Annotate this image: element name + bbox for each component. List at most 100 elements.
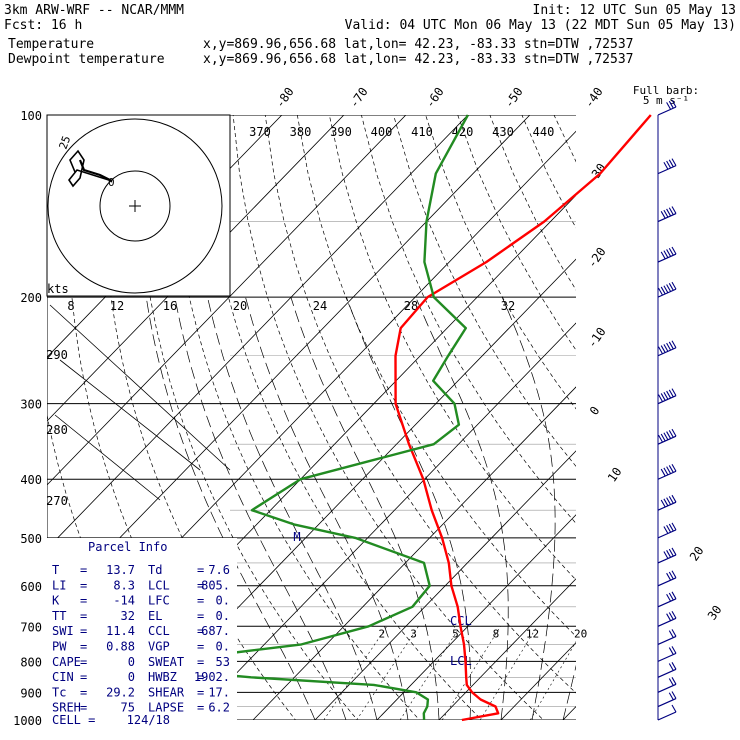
isotherm-label: -60	[423, 85, 447, 111]
parcel-key: Tc	[52, 685, 66, 699]
wind-barb	[657, 711, 677, 721]
wind-barb-flag	[668, 389, 674, 398]
isotherm-label: 10	[605, 465, 625, 485]
pressure-tick-label: 700	[20, 620, 42, 634]
wind-barb-flag	[671, 463, 677, 472]
isotherm-line	[252, 386, 576, 720]
wind-barb-flag	[663, 391, 669, 400]
wind-barb-flag	[671, 340, 677, 349]
dry-adiabat-line	[425, 115, 576, 410]
dry-adiabat-line	[650, 115, 740, 733]
isotherm-line	[47, 115, 531, 614]
isotherm-line	[314, 450, 576, 720]
isotherm-label: -40	[582, 85, 606, 111]
parcel-key: SWEAT	[148, 655, 184, 669]
mixing-ratio-label: 20	[574, 628, 587, 641]
wind-barb-flag	[666, 593, 672, 602]
wind-barb-flag	[660, 211, 666, 219]
wind-barb-flag	[668, 523, 674, 532]
parcel-key: Td	[148, 563, 162, 577]
wind-barb-flag	[668, 430, 674, 438]
wind-barb-flag	[668, 100, 674, 109]
parcel-key: LI	[52, 578, 66, 592]
wind-barb-flag	[663, 526, 669, 534]
wind-barb-flag	[663, 432, 669, 441]
mixing-ratio-line	[356, 626, 419, 720]
parcel-eq: =	[197, 563, 204, 577]
wind-barb-flag	[658, 287, 663, 296]
parcel-cell-value: 124/18	[127, 713, 170, 727]
parcel-key: SHEAR	[148, 685, 185, 699]
dry-adiabat-line	[136, 115, 358, 720]
parcel-value: 0.88	[106, 640, 135, 654]
temperature-legend-label: Temperature	[8, 37, 94, 52]
dry-adiabat-line	[200, 115, 482, 720]
theta-e-label: 370	[249, 125, 271, 139]
wind-barb-flag	[660, 251, 666, 260]
wind-barb-flag	[668, 207, 674, 216]
wind-barb-flag	[666, 525, 672, 533]
isotherm-label: -80	[273, 85, 297, 111]
moist-adiabat-line	[145, 297, 316, 720]
parcel-key: LFC	[148, 594, 170, 608]
mixing-ratio-label: 3	[410, 628, 417, 641]
moist-adiabat-line	[290, 296, 440, 720]
theta-e-label: 410	[411, 125, 433, 139]
wind-barb-flag	[668, 678, 674, 686]
parcel-eq: =	[197, 685, 204, 699]
parcel-eq: =	[197, 701, 204, 715]
dry-adiabat-line	[586, 115, 740, 733]
dry-adiabat-line	[296, 115, 576, 637]
wind-barb-flag	[668, 612, 674, 620]
dry-adiabat-line	[457, 115, 576, 351]
wind-barb-flag	[671, 494, 677, 503]
isotherm-line	[47, 115, 345, 422]
dry-adiabat-line	[361, 115, 576, 524]
parcel-eq: =	[80, 670, 87, 684]
parcel-eq: =	[197, 578, 204, 592]
theta-e-label: 400	[371, 125, 393, 139]
wind-barb-flag	[671, 547, 677, 556]
dewpoint-legend-info: x,y=869.96,656.68 lat,lon= 42.23, -83.33…	[203, 52, 633, 67]
wind-barb-flag	[668, 571, 674, 580]
theta-e-label: 440	[533, 125, 555, 139]
isotherm-label: 20	[687, 544, 707, 564]
mixing-ratio-line	[530, 641, 576, 720]
isotherm-line	[438, 578, 576, 720]
hodograph-guide-line	[49, 304, 231, 471]
parcel-eq: =	[80, 685, 87, 699]
wind-barb-flag	[671, 99, 677, 108]
profiles	[164, 114, 652, 722]
parcel-title: Parcel Info	[88, 540, 167, 554]
wind-barb-flag	[671, 591, 677, 600]
wind-barb-flag	[668, 465, 674, 473]
parcel-value: 1902.	[194, 670, 230, 684]
marker-label-lcl: LCL	[450, 654, 472, 668]
parcel-key: LCL	[148, 578, 170, 592]
pressure-tick-label: 500	[20, 532, 42, 546]
wind-barb-flag	[668, 283, 674, 291]
parcel-key: K	[52, 594, 60, 608]
pressure-tick-label: 1000	[13, 714, 42, 728]
wind-barb-flag	[658, 394, 663, 402]
barb-legend-unit: 5 m s⁻¹	[643, 94, 689, 107]
wind-barb-flag	[671, 704, 677, 713]
parcel-value: 0	[128, 655, 135, 669]
wind-barb-flag	[663, 285, 669, 293]
pressure-tick-label: 800	[20, 655, 42, 669]
dry-adiabat-line	[232, 115, 545, 720]
wind-barb-flag	[668, 496, 674, 504]
wind-barb-flag	[663, 498, 669, 507]
wind-barb-flag	[663, 161, 669, 170]
parcel-value: 29.2	[106, 685, 135, 699]
parcel-key: CIN	[52, 670, 74, 684]
mixing-ratio-label: 12	[526, 628, 539, 641]
parcel-eq: =	[80, 655, 87, 669]
hodograph-guide-line	[54, 414, 161, 501]
wind-barb-flag	[671, 246, 677, 255]
dry-adiabat-line	[618, 115, 740, 733]
wind-barb-flag	[671, 662, 677, 670]
parcel-eq: =	[80, 624, 87, 638]
